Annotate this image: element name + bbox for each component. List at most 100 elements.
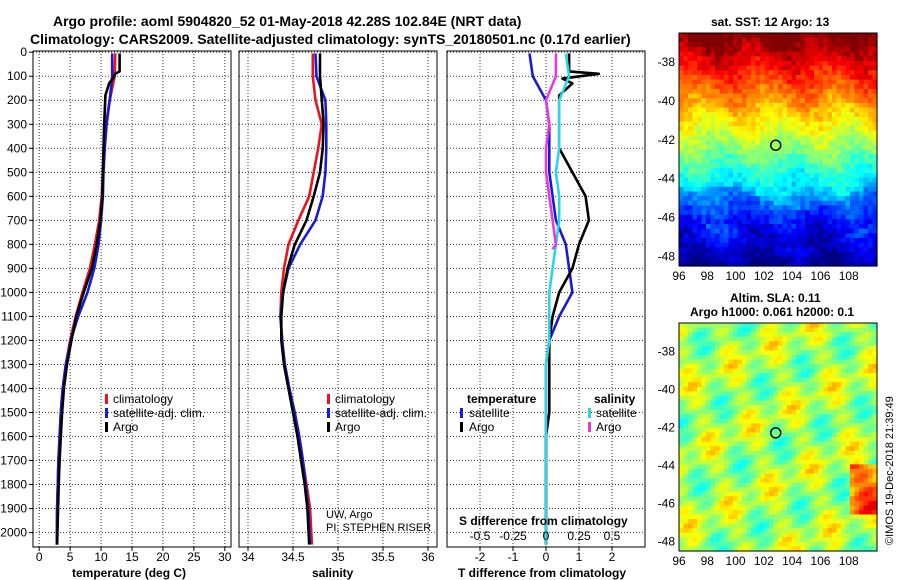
map-cell [868,70,874,76]
map-cell [800,382,806,388]
map-cell [728,37,734,43]
map-cell [818,546,824,552]
map-cell [688,205,694,211]
map-cell [796,247,802,253]
map-cell [751,51,757,57]
map-cell [787,93,793,99]
map-cell [845,33,851,39]
map-cell [796,537,802,543]
map-cell [769,177,775,183]
map-cell [868,102,874,109]
map-cell [791,478,797,484]
map-cell [814,219,820,225]
map-cell [787,158,793,165]
map-cell [697,473,703,479]
y-tick-label: 700 [7,213,27,227]
map-cell [737,93,743,99]
map-cell [796,327,802,333]
map-cell [827,98,833,104]
map-cell [868,233,874,239]
map-cell [791,149,797,155]
map-cell [854,341,860,347]
map-cell [715,450,721,456]
map-cell [841,509,847,516]
map-cell [823,191,829,197]
map-cell [818,168,824,174]
map-cell [692,546,698,552]
map-cell [814,200,820,207]
map-cell [692,541,698,548]
map-cell [746,74,752,81]
map-cell [845,327,851,333]
map-cell [841,327,847,333]
map-cell [755,327,761,333]
map-cell [791,177,797,183]
map-cell [863,233,869,239]
map-cell [836,359,842,365]
map-cell [719,33,725,39]
map-cell [719,473,725,479]
map-cell [836,482,842,488]
map-cell [850,233,856,239]
map-cell [710,468,716,475]
map-cell [832,377,838,383]
map-cell [688,144,694,151]
map-cell [769,186,775,193]
map-cell [683,140,689,146]
map-cell [827,154,833,160]
map-cell [688,210,694,216]
map-cell [692,496,698,502]
map-cell [724,364,730,370]
map-cell [683,432,689,438]
map-cell [683,51,689,57]
map-cell [764,233,770,239]
map-cell [787,487,793,493]
map-cell [787,149,793,155]
map-cell [863,42,869,48]
map-cell [773,238,779,244]
map-cell [800,74,806,81]
map-cell [863,364,869,370]
map-cell [859,158,865,165]
map-cell [859,523,865,529]
map-cell [764,70,770,76]
map-cell [728,116,734,123]
map-cell [724,200,730,207]
map-cell [737,519,743,525]
float-location-marker [770,139,782,151]
map-cell [769,79,775,85]
map-cell [701,364,707,370]
map-cell [742,336,748,342]
map-cell [710,432,716,438]
map-cell [683,386,689,392]
map-cell [782,418,788,424]
map-cell [782,140,788,146]
map-cell [697,364,703,370]
map-cell [715,323,721,329]
map-cell [769,37,775,43]
map-cell [737,541,743,548]
map-cell [778,74,784,81]
map-cell [818,432,824,438]
map-cell [782,523,788,529]
map-cell [823,46,829,53]
map-cell [737,500,743,506]
map-cell [733,261,739,267]
map-cell [841,505,847,511]
map-cell [805,382,811,388]
map-cell [868,107,874,113]
map-cell [850,177,856,183]
map-cell [809,350,815,356]
map-cell [845,537,851,543]
map-cell [733,121,739,127]
map-cell [859,441,865,447]
map-cell [710,496,716,502]
map-cell [841,368,847,374]
map-cell [701,33,707,39]
map-cell [823,455,829,461]
map-cell [859,219,865,225]
map-cell [760,341,766,347]
map-cell [728,377,734,383]
map-cell [773,210,779,216]
top-x-tick-label: 0.5 [604,529,621,543]
